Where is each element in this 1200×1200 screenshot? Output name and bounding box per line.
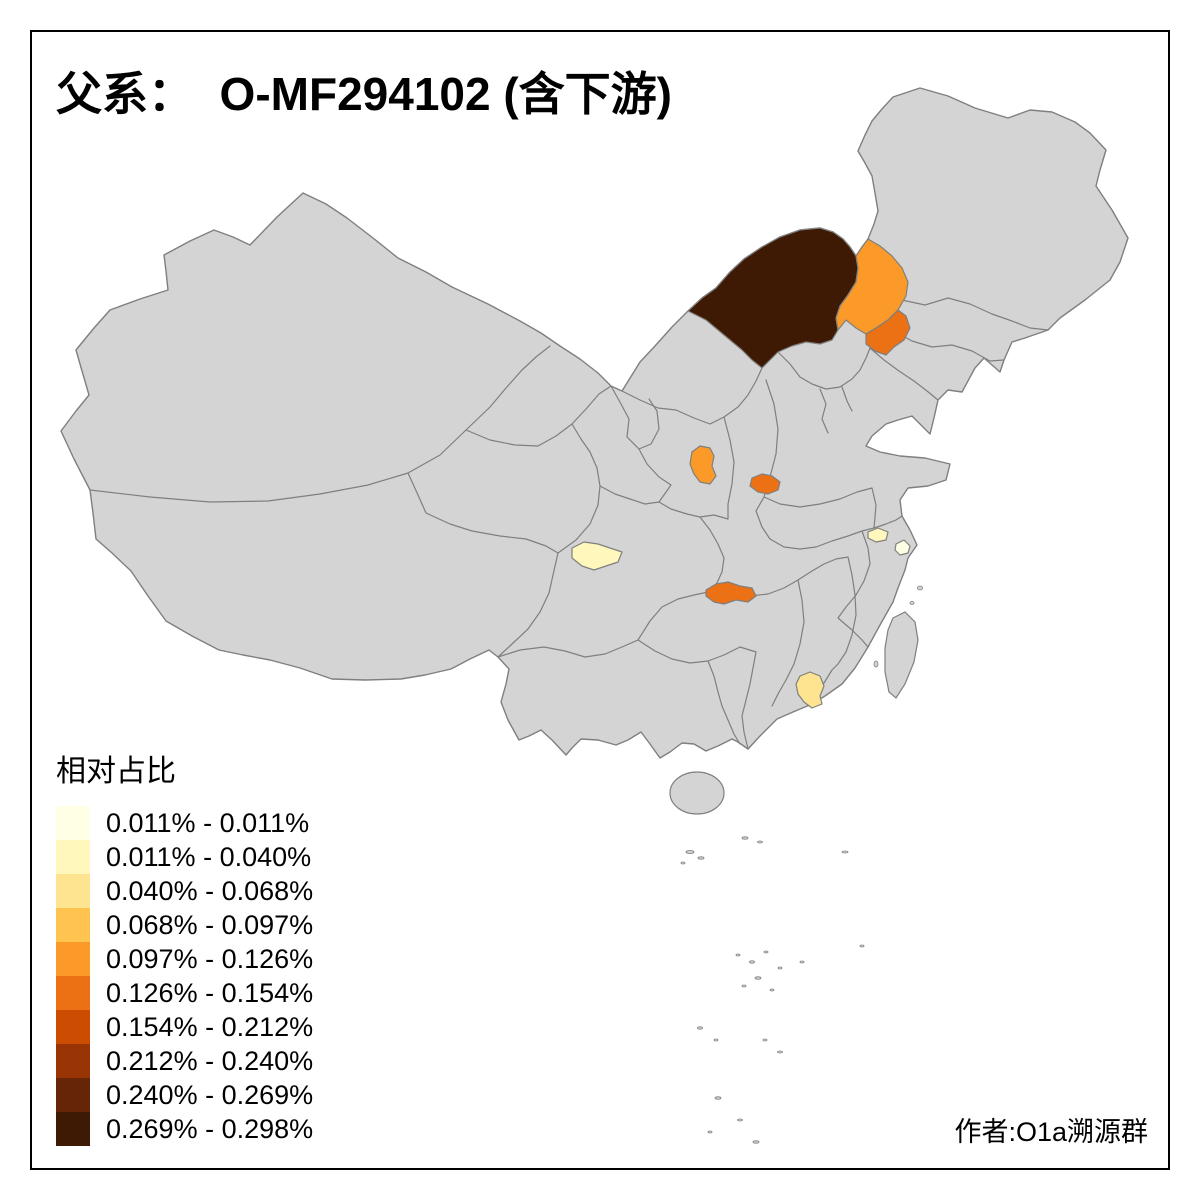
region-guangdong-east [795,671,825,709]
islet [749,960,755,964]
legend-label: 0.154% - 0.212% [106,1011,314,1042]
legend-swatch [56,874,90,908]
legend-swatch [56,1044,90,1078]
islet [763,950,769,954]
region-sichuan-central [571,541,623,571]
mainland-outline [60,87,1129,759]
islet [799,960,805,964]
islands-group [669,611,919,815]
legend-label: 0.212% - 0.240% [106,1045,314,1076]
region-liaoning-west [865,309,911,356]
islet [741,984,747,988]
islet [697,1026,703,1030]
mainland-group [60,87,1129,759]
islet [762,1038,768,1042]
legend-item: 0.068% - 0.097% [56,908,313,942]
islet [769,988,775,992]
region-shanghai-area [894,539,911,556]
islet [714,1096,722,1100]
islet [752,1140,760,1144]
legend-swatch [56,1010,90,1044]
legend-item: 0.269% - 0.298% [56,1112,313,1146]
islet [680,861,686,865]
legend: 相对占比 0.011% - 0.011% 0.011% - 0.040% 0.0… [56,746,313,1146]
hainan-island [669,771,725,815]
legend-swatch [56,840,90,874]
legend-label: 0.040% - 0.068% [106,875,314,906]
legend-item: 0.040% - 0.068% [56,874,313,908]
islet [917,585,923,591]
page-title: 父系： O-MF294102 (含下游) [56,68,672,120]
islet [777,1050,783,1054]
islet [697,856,705,860]
islet [707,1130,713,1134]
legend-swatch [56,1112,90,1146]
credit-text: 作者:O1a溯源群 [954,1117,1148,1147]
region-jiangsu-south [867,527,889,543]
legend-label: 0.011% - 0.040% [106,841,312,872]
legend-label: 0.126% - 0.154% [106,977,314,1008]
legend-label: 0.240% - 0.269% [106,1079,314,1110]
taiwan-island [884,611,919,699]
islet [685,850,695,854]
islet [741,836,749,840]
islet [735,953,741,957]
islet [757,840,763,844]
legend-label: 0.011% - 0.011% [106,807,310,838]
province-borders-west [89,345,729,658]
region-henan-central [749,473,781,495]
legend-item: 0.011% - 0.011% [56,806,313,840]
legend-item: 0.154% - 0.212% [56,1010,313,1044]
legend-item: 0.011% - 0.040% [56,840,313,874]
plot-frame [30,30,1170,1170]
islet [859,944,865,948]
islet [909,601,915,605]
legend-item: 0.126% - 0.154% [56,976,313,1010]
legend-item: 0.212% - 0.240% [56,1044,313,1078]
legend-label: 0.068% - 0.097% [106,909,314,940]
legend-title: 相对占比 [56,755,176,788]
islet [713,1038,719,1042]
islet [777,966,783,970]
islet [754,976,762,980]
legend-item: 0.240% - 0.269% [56,1078,313,1112]
region-shaanxi-central [689,445,717,485]
islet [737,1118,743,1122]
legend-swatch [56,806,90,840]
region-chongqing-area [705,581,757,605]
legend-swatch [56,942,90,976]
legend-swatch [56,976,90,1010]
colored-regions [571,227,911,709]
province-borders-south [497,584,757,750]
south-china-sea-islands [680,585,923,1144]
legend-swatch [56,908,90,942]
islet [841,850,849,854]
legend-swatch [56,1078,90,1112]
legend-label: 0.269% - 0.298% [106,1113,314,1144]
legend-label: 0.097% - 0.126% [106,943,314,974]
legend-item: 0.097% - 0.126% [56,942,313,976]
islet [873,660,879,668]
